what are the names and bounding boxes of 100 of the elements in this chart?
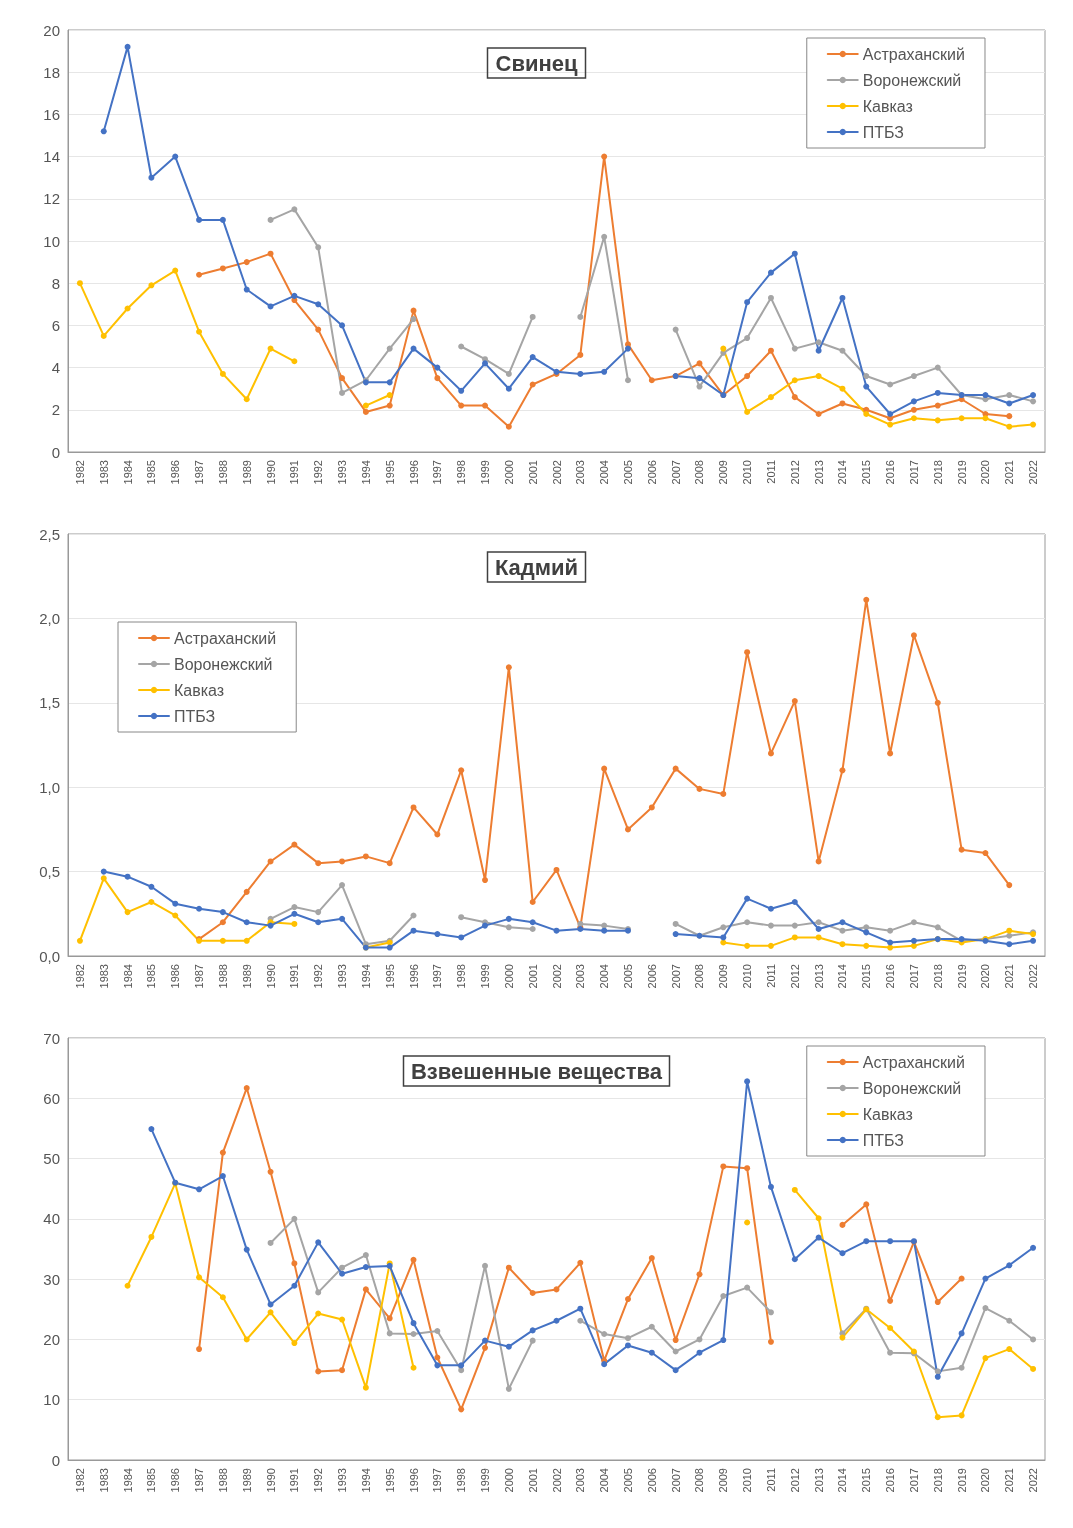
y-tick-label: 60 (43, 1089, 60, 1107)
x-tick-label: 2019 (955, 1468, 968, 1493)
x-tick-label: 1983 (97, 460, 110, 485)
x-tick-label: 2008 (693, 1468, 706, 1493)
y-tick-label: 70 (43, 1029, 60, 1047)
x-tick-label: 2012 (788, 1468, 801, 1493)
x-tick-label: 1989 (240, 460, 253, 485)
x-tick-label: 1993 (336, 964, 349, 989)
x-tick-label: 1988 (216, 964, 229, 989)
x-tick-label: 2000 (502, 964, 515, 989)
x-tick-label: 1988 (216, 1468, 229, 1493)
x-tick-label: 2006 (645, 1468, 658, 1493)
y-tick-label: 0,5 (39, 863, 60, 881)
x-tick-label: 1995 (383, 1468, 396, 1493)
x-tick-label: 2009 (717, 1468, 730, 1493)
y-tick-label: 6 (51, 316, 60, 334)
x-tick-label: 2011 (764, 964, 777, 988)
x-tick-label: 2022 (1027, 460, 1040, 485)
x-tick-label: 2021 (1003, 1468, 1016, 1493)
x-tick-label: 1992 (312, 1468, 325, 1493)
x-tick-label: 1996 (407, 964, 420, 989)
x-tick-label: 2012 (788, 460, 801, 485)
x-tick-label: 2022 (1027, 1468, 1040, 1493)
x-tick-label: 2013 (812, 1468, 825, 1493)
x-tick-label: 2014 (836, 460, 849, 485)
legend-label: Астраханский (862, 1053, 966, 1071)
x-tick-label: 1993 (336, 460, 349, 485)
x-tick-label: 1984 (121, 460, 134, 485)
legend-label: ПТБЗ (862, 123, 905, 141)
x-tick-label: 2009 (717, 460, 730, 485)
x-tick-label: 2018 (931, 460, 944, 485)
x-tick-label: 1989 (240, 964, 253, 989)
text: Взвешенные вещества (410, 1058, 663, 1084)
x-tick-label: 2016 (884, 1468, 897, 1493)
x-tick-label: 2008 (693, 964, 706, 989)
y-tick-label: 2,0 (39, 609, 60, 627)
x-tick-label: 2018 (931, 1468, 944, 1493)
legend-label: Воронежский (174, 655, 273, 673)
x-tick-label: 1986 (169, 1468, 182, 1493)
y-tick-label: 2,5 (39, 525, 60, 543)
y-tick-label: 1,0 (39, 778, 60, 796)
x-tick-label: 1982 (73, 1468, 86, 1493)
x-tick-label: 1995 (383, 460, 396, 485)
x-tick-label: 2015 (860, 460, 873, 485)
x-tick-label: 2020 (979, 964, 992, 989)
x-tick-label: 1983 (97, 1468, 110, 1493)
x-tick-label: 1994 (359, 964, 372, 989)
x-tick-label: 1985 (145, 460, 158, 485)
x-tick-label: 2017 (907, 460, 920, 485)
y-tick-label: 12 (43, 190, 60, 208)
y-tick-label: 0 (51, 443, 60, 461)
x-tick-label: 1996 (407, 460, 420, 485)
x-tick-label: 2002 (550, 1468, 563, 1493)
x-tick-label: 1992 (312, 964, 325, 989)
x-tick-label: 1998 (455, 1468, 468, 1493)
x-tick-label: 2004 (598, 460, 611, 485)
x-tick-label: 1987 (193, 460, 206, 485)
y-tick-label: 0 (51, 1451, 60, 1469)
y-tick-label: 2 (51, 401, 60, 419)
x-tick-label: 2014 (836, 1468, 849, 1493)
x-tick-label: 2010 (741, 964, 754, 989)
x-tick-label: 2011 (764, 1468, 777, 1492)
x-tick-label: 2015 (860, 964, 873, 989)
x-tick-label: 1997 (431, 460, 444, 485)
legend-label: Кавказ (862, 97, 913, 115)
x-tick-label: 1999 (479, 460, 492, 485)
x-tick-label: 2002 (550, 460, 563, 485)
x-tick-label: 1987 (193, 1468, 206, 1493)
x-tick-label: 1998 (455, 460, 468, 485)
x-tick-label: 2009 (717, 964, 730, 989)
x-tick-label: 1986 (169, 964, 182, 989)
x-tick-label: 2005 (621, 964, 634, 989)
x-tick-label: 1987 (193, 964, 206, 989)
y-tick-label: 50 (43, 1150, 60, 1168)
x-tick-label: 2011 (764, 460, 777, 484)
x-tick-label: 1990 (264, 460, 277, 485)
x-tick-label: 1999 (479, 964, 492, 989)
x-tick-label: 1988 (216, 460, 229, 485)
x-tick-label: 2004 (598, 964, 611, 989)
x-tick-label: 2007 (669, 964, 682, 989)
x-tick-label: 2012 (788, 964, 801, 989)
x-tick-label: 1991 (288, 460, 301, 485)
x-tick-label: 2003 (574, 1468, 587, 1493)
x-tick-label: 2006 (645, 964, 658, 989)
y-tick-label: 40 (43, 1210, 60, 1228)
x-tick-label: 2015 (860, 1468, 873, 1493)
y-tick-label: 16 (43, 105, 60, 123)
y-tick-label: 20 (43, 21, 60, 39)
x-tick-label: 2000 (502, 460, 515, 485)
text: Свинец (495, 50, 578, 76)
y-tick-label: 10 (43, 1391, 60, 1409)
x-tick-label: 1990 (264, 1468, 277, 1493)
x-tick-label: 1994 (359, 1468, 372, 1493)
x-tick-label: 2021 (1003, 964, 1016, 989)
x-tick-label: 2017 (907, 1468, 920, 1493)
x-tick-label: 2005 (621, 1468, 634, 1493)
x-tick-label: 2016 (884, 964, 897, 989)
x-tick-label: 2020 (979, 460, 992, 485)
x-tick-label: 2008 (693, 460, 706, 485)
y-tick-label: 0,0 (39, 947, 60, 965)
